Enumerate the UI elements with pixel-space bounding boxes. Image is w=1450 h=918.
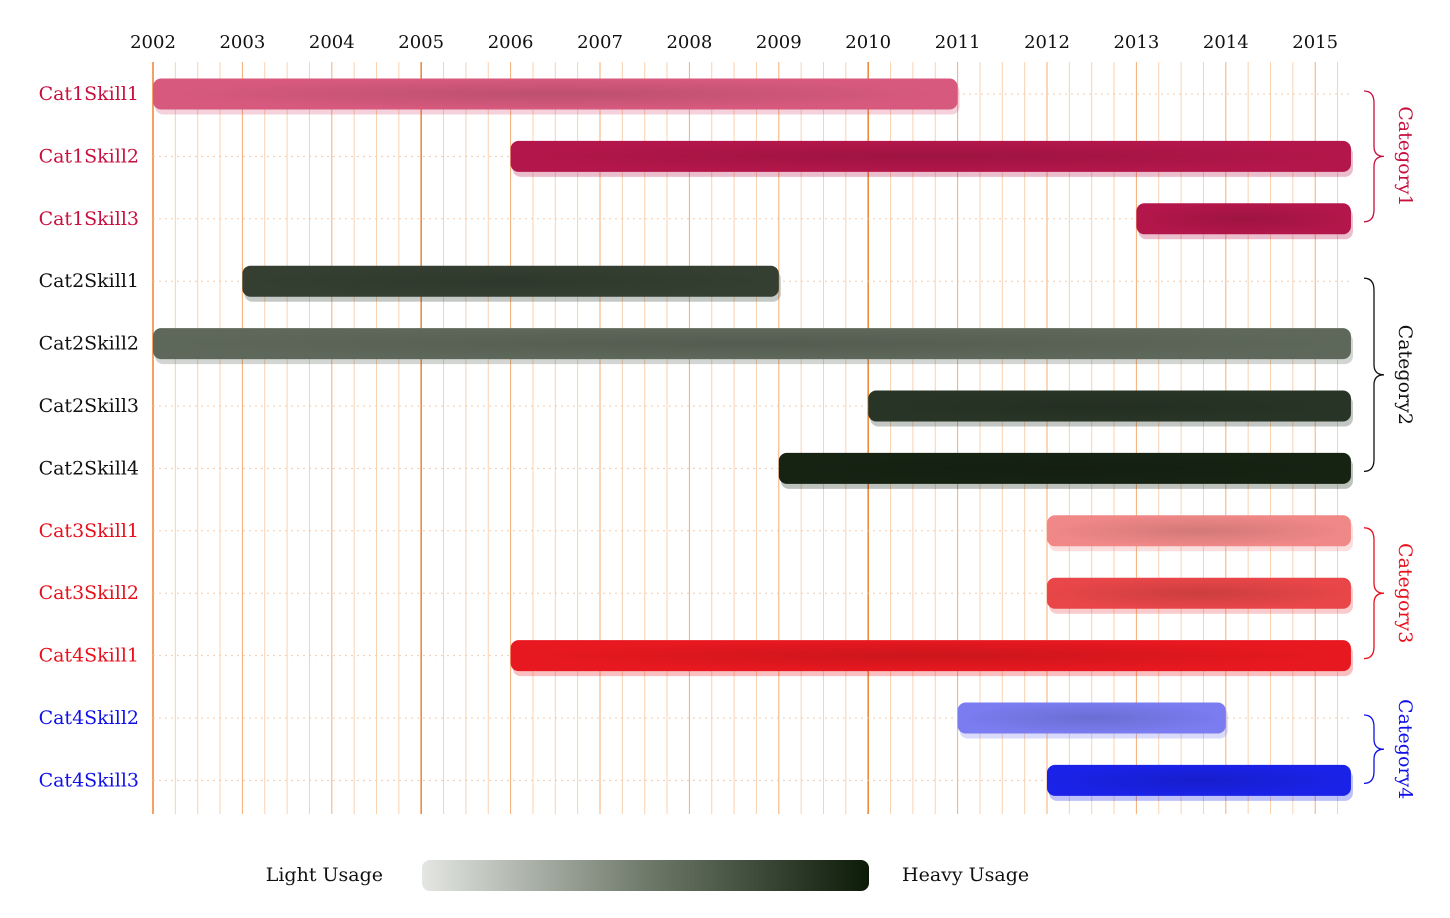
year-tick-label: 2014	[1203, 32, 1249, 53]
category-brace	[1363, 714, 1385, 785]
legend-light-label: Light Usage	[266, 864, 383, 886]
skill-bars	[153, 78, 1353, 801]
skill-bar-sheen	[1136, 203, 1351, 235]
row-label: Cat1Skill1	[39, 83, 139, 105]
year-tick-label: 2004	[309, 32, 355, 53]
grid	[152, 62, 1339, 814]
skill-bar-sheen	[153, 78, 958, 110]
year-tick-label: 2005	[398, 32, 444, 53]
year-tick-label: 2010	[845, 32, 891, 53]
row-label: Cat4Skill3	[39, 769, 139, 791]
skill-bar-sheen	[1047, 515, 1351, 547]
skill-bar-sheen	[510, 140, 1351, 172]
year-tick-label: 2008	[666, 32, 712, 53]
year-tick-label: 2003	[219, 32, 265, 53]
row-labels: Cat1Skill1 Cat1Skill2 Cat1Skill3 Cat2Skill1…	[39, 83, 139, 791]
skill-bar-sheen	[957, 702, 1226, 734]
category-label: Category1	[1394, 106, 1416, 206]
year-tick-label: 2009	[756, 32, 802, 53]
year-tick-label: 2012	[1024, 32, 1070, 53]
skill-bar-sheen	[242, 265, 779, 297]
category-label: Category3	[1394, 543, 1416, 643]
x-axis-year-labels: 2002 2003 2004 2005 2006 2007 2008 2009 2010 2011…	[130, 32, 1338, 53]
usage-legend: Light Usage Heavy Usage	[266, 860, 1029, 891]
year-tick-label: 2006	[488, 32, 534, 53]
row-guides	[153, 93, 1351, 781]
skill-bar-sheen	[153, 328, 1351, 360]
row-label: Cat2Skill2	[39, 333, 139, 355]
category-label: Category2	[1394, 325, 1416, 425]
category-label: Category4	[1394, 699, 1416, 799]
year-tick-label: 2013	[1113, 32, 1159, 53]
row-label: Cat3Skill1	[39, 520, 139, 542]
row-label: Cat1Skill3	[39, 208, 139, 230]
row-label: Cat2Skill3	[39, 395, 139, 417]
row-label: Cat2Skill4	[39, 457, 139, 479]
category-braces: Category1 Category2 Category3 Category4	[1363, 90, 1416, 799]
category-brace	[1363, 527, 1385, 660]
skill-bar-sheen	[868, 390, 1351, 422]
year-tick-label: 2002	[130, 32, 176, 53]
category-brace	[1363, 90, 1385, 223]
row-label: Cat4Skill1	[39, 645, 139, 667]
year-tick-label: 2011	[935, 32, 981, 53]
legend-heavy-label: Heavy Usage	[902, 864, 1029, 886]
skill-bar-sheen	[778, 452, 1351, 484]
row-label: Cat4Skill2	[39, 707, 139, 729]
year-tick-label: 2015	[1292, 32, 1338, 53]
row-label: Cat1Skill2	[39, 145, 139, 167]
legend-gradient-bar	[422, 860, 869, 891]
row-label: Cat2Skill1	[39, 270, 139, 292]
category-brace	[1363, 277, 1385, 473]
skill-bar-sheen	[1047, 764, 1351, 796]
skill-bar-sheen	[1047, 577, 1351, 609]
year-tick-label: 2007	[577, 32, 623, 53]
row-label: Cat3Skill2	[39, 582, 139, 604]
skill-bar-sheen	[510, 640, 1351, 672]
